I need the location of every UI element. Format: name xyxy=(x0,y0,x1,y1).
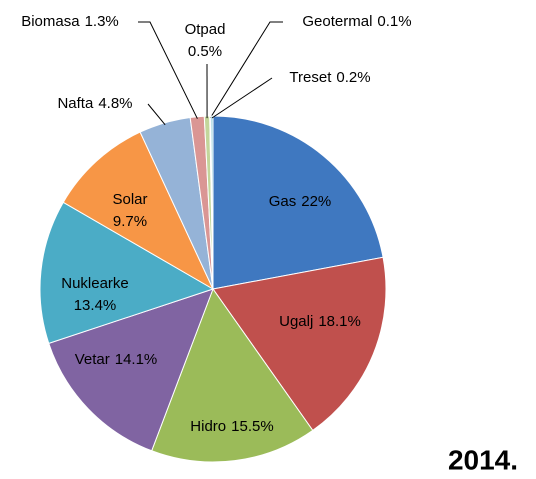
pie-slice xyxy=(62,131,215,291)
label-value: 14.1% xyxy=(115,351,158,368)
data-label: Nuklearke 13.4% xyxy=(61,275,129,314)
data-label: Hidro 15.5% xyxy=(190,418,273,435)
label-value: 0.5% xyxy=(188,43,222,60)
label-name: Nuklearke xyxy=(61,275,129,292)
pie-slice xyxy=(48,288,214,452)
label-value: 13.4% xyxy=(74,297,117,314)
data-label: Gas 22% xyxy=(269,193,332,210)
label-name: Otpad xyxy=(185,21,226,38)
pie-slice xyxy=(212,256,387,432)
label-name: Ugalj xyxy=(279,313,313,330)
data-label: Vetar 14.1% xyxy=(75,351,158,368)
label-value: 4.8% xyxy=(98,95,132,112)
label-name: Gas xyxy=(269,193,297,210)
data-label: Otpad 0.5% xyxy=(185,21,226,60)
data-label: Nafta 4.8% xyxy=(57,95,132,112)
data-label: Solar 9.7% xyxy=(112,191,147,230)
pie-slice xyxy=(210,115,214,290)
data-label: Treset 0.2% xyxy=(289,69,370,86)
label-value: 0.2% xyxy=(336,69,370,86)
data-label: Biomasa 1.3% xyxy=(21,13,119,30)
pie-slice xyxy=(212,115,384,290)
label-value: 15.5% xyxy=(231,418,274,435)
leader-line xyxy=(138,21,198,119)
leader-line xyxy=(209,21,283,119)
label-name: Geotermal xyxy=(302,13,372,30)
chart-title: 2014. xyxy=(448,444,518,475)
leader-line xyxy=(147,103,166,126)
label-value: 22% xyxy=(301,193,331,210)
pie-slice xyxy=(39,201,215,345)
label-value: 1.3% xyxy=(85,13,119,30)
label-name: Hidro xyxy=(190,418,226,435)
leader-line xyxy=(211,77,273,119)
label-name: Solar xyxy=(112,191,147,208)
label-value: 18.1% xyxy=(318,313,361,330)
label-name: Treset xyxy=(289,69,332,86)
label-name: Biomasa xyxy=(21,13,80,30)
label-name: Vetar xyxy=(75,351,110,368)
data-label: Ugalj 18.1% xyxy=(279,313,361,330)
label-value: 9.7% xyxy=(113,213,147,230)
label-name: Nafta xyxy=(57,95,94,112)
data-label: Geotermal 0.1% xyxy=(302,13,411,30)
pie-slice xyxy=(151,287,314,463)
label-value: 0.1% xyxy=(377,13,411,30)
